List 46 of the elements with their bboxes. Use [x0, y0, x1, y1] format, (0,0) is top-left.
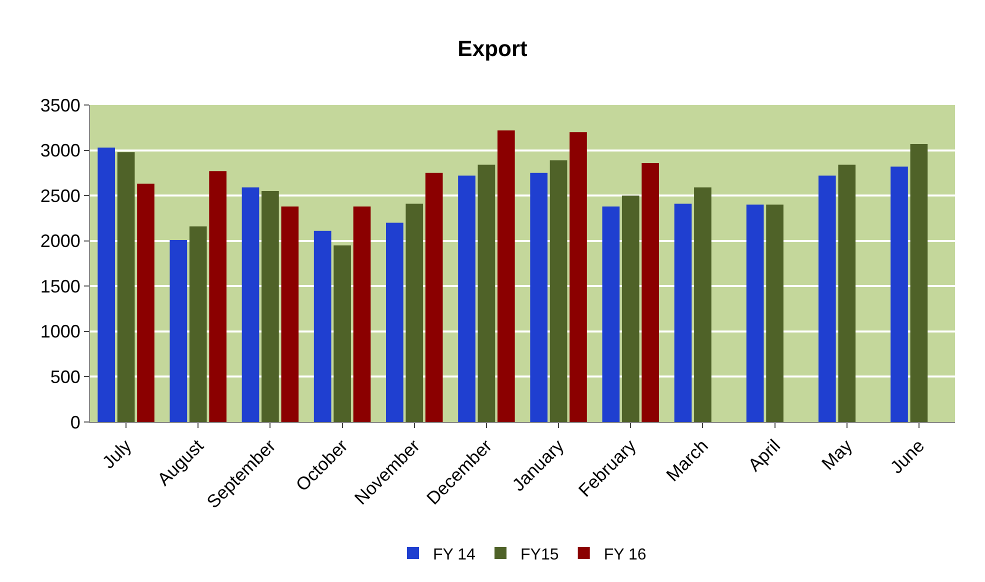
bar [674, 204, 692, 422]
bar [818, 176, 836, 422]
bar [642, 162, 659, 422]
bar [281, 206, 299, 422]
bar [117, 152, 135, 422]
bar [910, 144, 928, 422]
legend-label: FY 16 [604, 546, 646, 564]
bar [406, 204, 424, 422]
bar [137, 184, 154, 422]
legend-label: FY15 [520, 546, 559, 564]
y-tick-label: 3000 [40, 140, 80, 161]
x-tick-label: July [98, 436, 136, 472]
bar [209, 171, 226, 422]
bar [550, 160, 568, 422]
bar [622, 196, 640, 422]
bar [189, 226, 207, 422]
y-tick-label: 500 [50, 367, 80, 388]
bar [262, 191, 279, 422]
bar [98, 148, 116, 422]
y-tick-label: 0 [70, 412, 80, 432]
legend-label: FY 14 [433, 546, 476, 564]
bar [570, 132, 587, 422]
bar [694, 187, 712, 422]
bar [314, 230, 332, 422]
bar [766, 204, 784, 422]
bar [458, 176, 476, 422]
bar [602, 206, 620, 422]
y-tick-label: 2000 [40, 231, 80, 252]
bar [478, 164, 496, 422]
bar [386, 222, 404, 422]
x-tick-label: May [818, 436, 856, 474]
bar [890, 166, 908, 422]
y-tick-label: 1000 [40, 322, 80, 342]
bar [242, 187, 260, 422]
y-tick-label: 3500 [40, 95, 80, 116]
bar [353, 206, 371, 422]
bar [425, 172, 443, 422]
y-tick-label: 2500 [40, 186, 80, 206]
bar [170, 240, 188, 422]
bar [530, 172, 548, 422]
chart-title: Export [458, 36, 528, 62]
bar [838, 164, 856, 422]
bar [497, 130, 515, 422]
bar [746, 204, 764, 422]
y-tick-label: 1500 [40, 276, 80, 296]
bar [334, 245, 351, 422]
